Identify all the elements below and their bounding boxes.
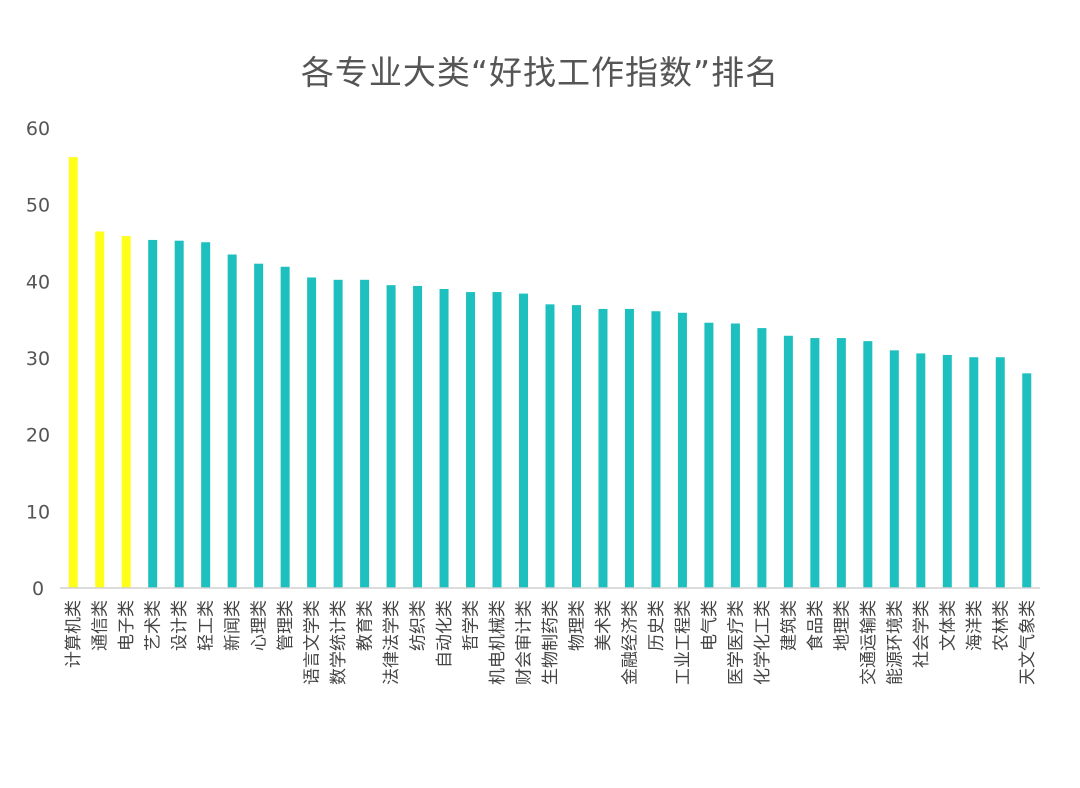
y-tick-label: 10 bbox=[26, 501, 50, 523]
bar bbox=[995, 357, 1005, 588]
x-tick-label: 数学统计类 bbox=[329, 600, 349, 685]
x-tick-label: 法律法学类 bbox=[382, 600, 402, 685]
bars bbox=[68, 157, 1032, 588]
bar bbox=[121, 236, 131, 588]
x-tick-label: 通信类 bbox=[91, 600, 111, 651]
x-tick-label: 语言文学类 bbox=[303, 600, 323, 685]
x-tick-label: 电子类 bbox=[117, 600, 137, 651]
x-tick-label: 财会审计类 bbox=[515, 600, 535, 685]
bar bbox=[227, 254, 237, 588]
x-tick-label: 电气类 bbox=[700, 600, 720, 651]
x-tick-label: 建筑类 bbox=[779, 600, 799, 651]
bar bbox=[492, 292, 502, 588]
x-tick-label: 金融经济类 bbox=[620, 600, 640, 685]
bar bbox=[730, 323, 740, 588]
x-tick-label: 海洋类 bbox=[965, 600, 985, 651]
x-tick-label: 社会学类 bbox=[912, 600, 932, 668]
bar bbox=[916, 353, 926, 588]
bar bbox=[148, 239, 158, 588]
bar bbox=[942, 354, 952, 588]
x-tick-label: 设计类 bbox=[170, 600, 190, 651]
y-tick-label: 60 bbox=[26, 118, 50, 140]
bar bbox=[757, 328, 767, 588]
bar bbox=[598, 308, 608, 588]
y-tick-label: 30 bbox=[26, 348, 50, 370]
x-tick-label: 新闻类 bbox=[223, 600, 243, 651]
x-tick-label: 教育类 bbox=[356, 600, 376, 651]
bar bbox=[68, 157, 78, 588]
bar bbox=[704, 322, 714, 588]
bar bbox=[545, 304, 555, 588]
bar bbox=[1022, 373, 1032, 588]
x-tick-label: 美术类 bbox=[594, 600, 614, 651]
x-tick-label: 轻工类 bbox=[197, 600, 217, 651]
x-tick-label: 心理类 bbox=[250, 600, 270, 651]
x-tick-label: 交通运输类 bbox=[859, 600, 879, 685]
x-tick-label: 机电机械类 bbox=[488, 600, 508, 685]
bar bbox=[254, 263, 264, 588]
bar bbox=[307, 277, 317, 588]
bar bbox=[889, 350, 899, 588]
y-tick-label: 0 bbox=[32, 578, 44, 600]
bar bbox=[624, 308, 634, 588]
y-tick-label: 40 bbox=[26, 271, 50, 293]
x-tick-label: 艺术类 bbox=[144, 600, 164, 651]
x-tick-label: 地理类 bbox=[832, 600, 852, 651]
x-tick-label: 计算机类 bbox=[64, 600, 84, 668]
bar bbox=[571, 305, 581, 588]
bar bbox=[95, 231, 105, 588]
bar bbox=[466, 292, 476, 588]
y-tick-label: 50 bbox=[26, 195, 50, 217]
bar bbox=[783, 335, 793, 588]
bar bbox=[439, 289, 449, 588]
x-tick-label: 纺织类 bbox=[409, 600, 429, 651]
x-tick-label: 生物制药类 bbox=[541, 600, 561, 685]
x-tick-label: 物理类 bbox=[567, 600, 587, 651]
bar bbox=[386, 285, 396, 588]
x-tick-label: 自动化类 bbox=[435, 600, 455, 668]
x-tick-label: 能源环境类 bbox=[885, 600, 905, 685]
bar bbox=[863, 341, 873, 588]
x-tick-label: 历史类 bbox=[647, 600, 667, 651]
bar bbox=[174, 240, 184, 588]
x-axis: 计算机类 通信类 电子类 艺术类 设计类 轻工类 新闻类 心理类 管理类 语言文学类 数学统计类 教育… bbox=[64, 600, 1038, 685]
x-tick-label: 管理类 bbox=[276, 600, 296, 651]
x-tick-label: 化学化工类 bbox=[753, 600, 773, 685]
bar bbox=[519, 293, 529, 588]
chart-title: 各专业大类“好找工作指数”排名 bbox=[300, 53, 780, 92]
bar bbox=[201, 242, 211, 588]
bar bbox=[836, 338, 846, 588]
bar bbox=[413, 285, 423, 588]
x-tick-label: 哲学类 bbox=[462, 600, 482, 651]
y-tick-label: 20 bbox=[26, 425, 50, 447]
bar bbox=[677, 312, 687, 588]
bar bbox=[651, 311, 661, 588]
x-tick-label: 文体类 bbox=[938, 600, 958, 651]
bar bbox=[810, 338, 820, 588]
bar bbox=[360, 279, 370, 588]
x-tick-label: 农林类 bbox=[991, 600, 1011, 651]
x-tick-label: 工业工程类 bbox=[673, 600, 693, 685]
x-tick-label: 医学医疗类 bbox=[726, 600, 746, 685]
bar bbox=[333, 279, 343, 588]
bar bbox=[969, 357, 979, 588]
x-tick-label: 天文气象类 bbox=[1018, 600, 1038, 685]
x-tick-label: 食品类 bbox=[806, 600, 826, 651]
y-axis: 0 10 20 30 40 50 60 bbox=[26, 118, 50, 600]
bar bbox=[280, 266, 290, 588]
